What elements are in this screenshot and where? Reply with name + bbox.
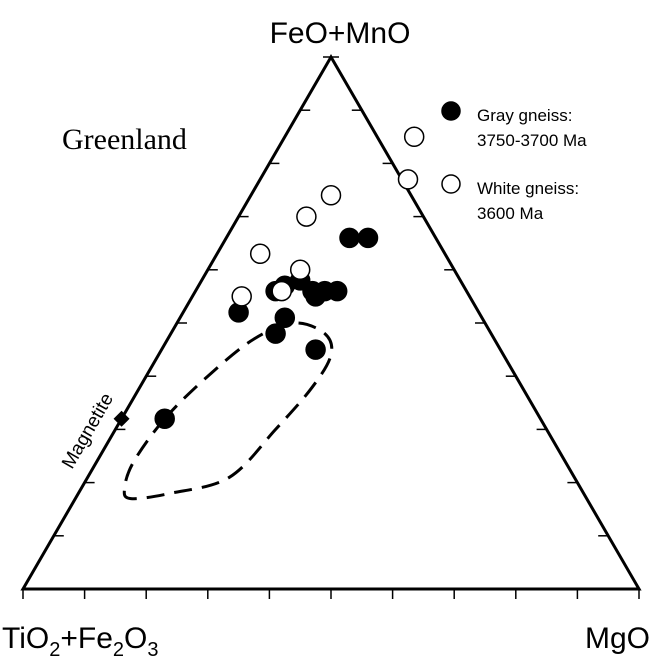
dashed-field-outline: [122, 321, 334, 501]
vertex-label-top: FeO+MnO: [270, 17, 411, 50]
white-gneiss-point: [249, 243, 271, 265]
white-gneiss-point: [320, 185, 342, 206]
vertex-label-left: TiO2+Fe2O3: [2, 622, 158, 661]
vertex-left-part-2: +Fe: [60, 622, 113, 655]
legend-marker-white: [441, 174, 461, 194]
white-gneiss-point: [296, 206, 317, 227]
white-gneiss-point: [289, 259, 311, 281]
white-gneiss-point: [271, 280, 292, 302]
legend-white-line2: 3600 Ma: [477, 204, 544, 223]
ternary-frame: [20, 54, 642, 591]
magnetite-marker: [113, 410, 130, 427]
gray-gneiss-point: [274, 307, 296, 328]
vertex-left-sub-3: 3: [147, 639, 158, 661]
legend-gray-line2: 3750-3700 Ma: [477, 131, 587, 150]
white-gneiss-point: [403, 126, 425, 148]
magnetite-label: Magnetite: [58, 390, 118, 473]
region-label: Greenland: [62, 123, 187, 156]
gray-gneiss-point: [339, 227, 360, 249]
gray-gneiss-point: [305, 286, 326, 307]
gray-gneiss-point: [326, 280, 348, 302]
legend-marker-gray: [441, 101, 461, 121]
gray-gneiss-point: [154, 408, 175, 430]
vertex-left-part-3: O: [124, 622, 147, 655]
legend: Gray gneiss: 3750-3700 Ma White gneiss: …: [441, 101, 587, 223]
white-gneiss-point: [397, 169, 419, 190]
magnetite-point: [113, 410, 130, 427]
white-gneiss-point: [231, 286, 252, 307]
data-points: [154, 126, 425, 430]
vertex-left-part-1: TiO: [2, 622, 49, 655]
legend-white-line1: White gneiss:: [477, 179, 579, 198]
vertex-left-sub-2: 2: [113, 639, 124, 661]
legend-gray-line1: Gray gneiss:: [477, 106, 572, 125]
gray-gneiss-point: [305, 339, 326, 360]
gray-gneiss-point: [357, 227, 379, 249]
gray-gneiss-point: [265, 323, 286, 344]
vertex-label-right: MgO: [585, 622, 650, 655]
vertex-left-sub-1: 2: [49, 639, 60, 661]
